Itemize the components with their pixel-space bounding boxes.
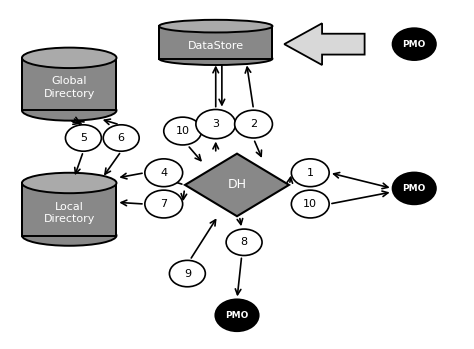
Ellipse shape [22, 100, 117, 121]
Circle shape [196, 110, 236, 139]
Text: PMO: PMO [402, 184, 426, 193]
Ellipse shape [22, 173, 117, 193]
Text: 4: 4 [160, 168, 167, 178]
Polygon shape [284, 23, 365, 65]
Circle shape [292, 190, 329, 218]
Circle shape [392, 28, 436, 60]
Text: 3: 3 [212, 119, 219, 129]
Circle shape [65, 125, 101, 151]
Circle shape [226, 229, 262, 255]
Text: 7: 7 [160, 199, 167, 209]
Ellipse shape [22, 225, 117, 246]
Text: DH: DH [228, 178, 246, 192]
Circle shape [164, 117, 201, 145]
Polygon shape [159, 26, 273, 59]
Circle shape [103, 125, 139, 151]
Ellipse shape [159, 20, 273, 32]
Polygon shape [22, 183, 117, 236]
Circle shape [145, 159, 182, 187]
Ellipse shape [159, 52, 273, 65]
Ellipse shape [22, 47, 117, 68]
Text: Global
Directory: Global Directory [44, 76, 95, 99]
Text: DataStore: DataStore [188, 41, 244, 51]
Text: 10: 10 [176, 126, 190, 136]
Circle shape [235, 110, 273, 138]
Circle shape [169, 260, 205, 287]
Circle shape [392, 172, 436, 205]
Text: 1: 1 [307, 168, 314, 178]
Text: PMO: PMO [225, 311, 249, 320]
Text: 10: 10 [303, 199, 317, 209]
Text: 5: 5 [80, 133, 87, 143]
Text: PMO: PMO [402, 40, 426, 49]
Circle shape [215, 299, 259, 331]
Text: 2: 2 [250, 119, 257, 129]
Text: 9: 9 [184, 269, 191, 279]
Circle shape [145, 190, 182, 218]
Polygon shape [22, 58, 117, 110]
Text: 8: 8 [240, 237, 247, 247]
Polygon shape [185, 154, 289, 216]
Circle shape [292, 159, 329, 187]
Text: Local
Directory: Local Directory [44, 201, 95, 224]
Text: 6: 6 [118, 133, 125, 143]
